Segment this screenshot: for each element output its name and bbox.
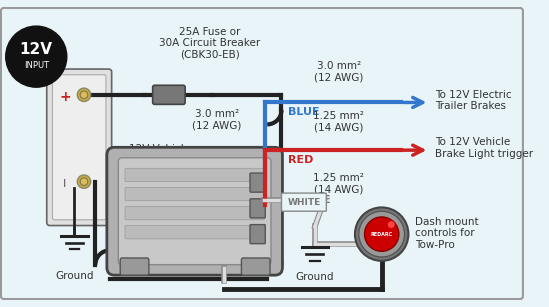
Text: REDARC: REDARC: [371, 231, 393, 237]
FancyBboxPatch shape: [242, 258, 270, 275]
Text: RED: RED: [288, 155, 313, 165]
Text: BLUE: BLUE: [288, 107, 320, 117]
FancyBboxPatch shape: [125, 226, 264, 239]
Text: I: I: [63, 179, 66, 188]
Text: 12V Vehicle
Start Battery: 12V Vehicle Start Battery: [129, 144, 197, 166]
FancyBboxPatch shape: [282, 193, 326, 211]
FancyBboxPatch shape: [250, 225, 265, 244]
FancyBboxPatch shape: [153, 85, 185, 104]
Circle shape: [80, 91, 88, 99]
Text: 1.25 mm²
(14 AWG): 1.25 mm² (14 AWG): [313, 111, 364, 132]
Text: 25A Fuse or
30A Circuit Breaker
(CBK30-EB): 25A Fuse or 30A Circuit Breaker (CBK30-E…: [159, 27, 261, 60]
FancyBboxPatch shape: [125, 207, 264, 220]
FancyBboxPatch shape: [250, 199, 265, 218]
Text: Ground: Ground: [55, 271, 94, 281]
Text: 3.0 mm²
(12 AWG): 3.0 mm² (12 AWG): [314, 61, 363, 83]
Text: INPUT: INPUT: [24, 61, 49, 70]
Circle shape: [80, 178, 88, 185]
Text: 1.25 mm²
(14 AWG): 1.25 mm² (14 AWG): [313, 173, 364, 194]
FancyBboxPatch shape: [107, 147, 282, 275]
Text: 12V: 12V: [20, 41, 53, 56]
FancyBboxPatch shape: [47, 69, 111, 226]
FancyBboxPatch shape: [119, 158, 271, 265]
Text: 3.0 mm²
(12 AWG): 3.0 mm² (12 AWG): [192, 109, 242, 130]
Text: To 12V Vehicle
Brake Light trigger: To 12V Vehicle Brake Light trigger: [435, 138, 533, 159]
Text: WHITE: WHITE: [288, 198, 321, 207]
FancyBboxPatch shape: [53, 75, 106, 220]
Text: To 12V Electric
Trailer Brakes: To 12V Electric Trailer Brakes: [435, 90, 512, 111]
FancyBboxPatch shape: [125, 187, 264, 201]
Circle shape: [365, 217, 399, 251]
Circle shape: [5, 26, 67, 87]
Circle shape: [77, 88, 91, 102]
FancyBboxPatch shape: [250, 173, 265, 192]
Text: +: +: [59, 90, 71, 104]
Text: Ground: Ground: [296, 272, 334, 282]
FancyBboxPatch shape: [120, 258, 149, 275]
Text: WHITE: WHITE: [293, 195, 332, 205]
Circle shape: [355, 208, 408, 261]
Text: BLACK: BLACK: [236, 150, 270, 160]
Circle shape: [77, 175, 91, 188]
Circle shape: [388, 221, 395, 228]
FancyBboxPatch shape: [1, 8, 523, 299]
Circle shape: [359, 211, 405, 257]
FancyBboxPatch shape: [125, 168, 264, 182]
Text: Dash mount
controls for
Tow-Pro: Dash mount controls for Tow-Pro: [415, 216, 479, 250]
